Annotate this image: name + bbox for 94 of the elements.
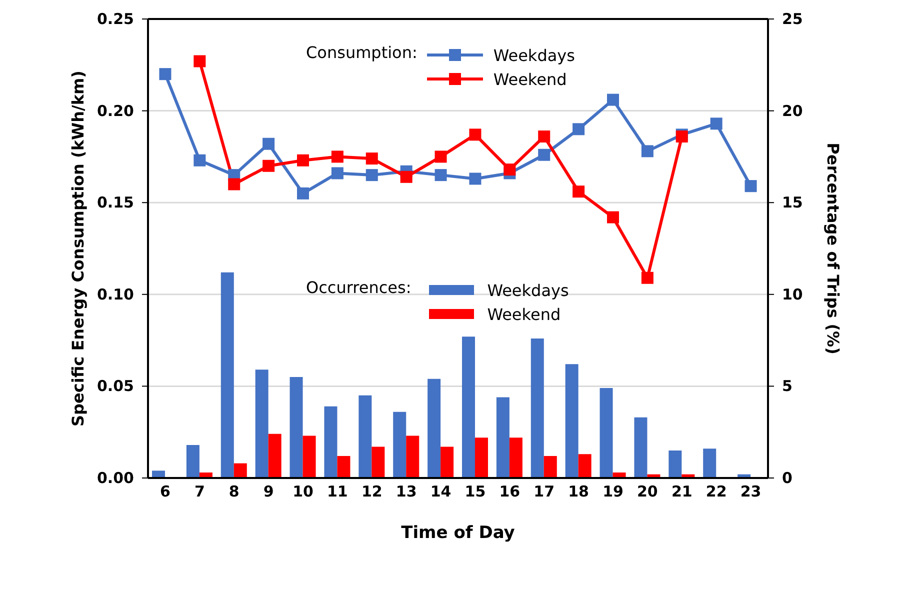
point [366,169,378,182]
legend-label: Weekdays [493,46,575,64]
bar [337,456,350,478]
y2-tick-label: 5 [782,377,792,396]
bar [255,370,268,478]
y2-tick-label: 15 [782,194,803,212]
point [297,154,309,166]
x-axis-title: Time of Day [401,523,515,543]
x-tick-label: 10 [292,482,314,501]
point [641,145,654,158]
bar [186,444,200,478]
bar [234,463,247,478]
bar [703,448,716,478]
x-tick-label: 15 [464,482,486,501]
bar [634,417,648,478]
annotation: Occurrences: [306,278,412,297]
x-tick-label: 13 [396,482,417,501]
bar [544,456,557,478]
x-tick-label: 20 [637,482,658,501]
point [641,272,654,284]
point [366,152,378,165]
point [744,180,757,192]
point [572,123,585,136]
legend-label: Weekdays [487,280,569,300]
y2-tick-label: 10 [782,285,803,304]
point [262,138,275,150]
x-tick-label: 7 [194,482,205,501]
x-tick-label: 8 [228,482,240,501]
y2-tick-label: 20 [782,102,803,120]
bar [578,454,592,478]
y-tick-label: 0.15 [96,194,134,212]
bar [324,406,338,478]
bar [496,397,510,478]
point [607,211,619,224]
bar [393,412,406,478]
y2-axis-title: Percentage of Trips (%) [823,142,842,354]
x-tick-label: 6 [160,482,170,501]
point [194,154,206,166]
bar [406,436,420,478]
point [710,118,722,130]
x-tick-label: 14 [430,482,452,501]
y2-tick-label: 25 [782,10,803,28]
point [469,128,482,141]
bar [428,378,441,478]
y2-tick-label: 0 [782,469,792,487]
x-tick-label: 11 [327,482,348,501]
y-tick-label: 0.05 [96,377,134,396]
bar [220,272,234,478]
bar [565,364,578,478]
point [538,148,550,161]
bar [372,446,385,478]
point [331,167,344,180]
bar [440,446,454,478]
legend-label: Weekend [493,70,567,88]
x-tick-label: 9 [263,482,274,501]
point [538,130,550,143]
y-tick-label: 0.25 [96,10,134,28]
bar [475,438,488,478]
bar [358,395,372,478]
point [434,150,447,163]
x-tick-label: 23 [740,482,762,501]
bar [668,450,682,478]
bar [302,436,316,478]
point [297,187,309,200]
legend-label: Weekend [487,304,561,324]
point [607,94,619,106]
x-tick-label: 21 [671,482,692,501]
x-tick-label: 19 [602,482,624,501]
bar [290,377,303,478]
annotation: Consumption: [306,43,418,62]
point [194,55,206,68]
x-tick-label: 12 [361,482,382,501]
bar [530,338,544,478]
bar [268,434,282,478]
y-tick-label: 0.20 [96,102,134,120]
point [400,170,412,183]
point [159,68,172,80]
y-tick-label: 0.10 [96,285,134,304]
y-axis-title: Specific Energy Consumption (kWh/km) [68,70,88,426]
point [331,150,344,163]
point [572,186,585,198]
x-tick-label: 17 [534,482,555,501]
bar [600,388,613,478]
x-tick-label: 16 [499,482,520,501]
x-tick-label: 22 [706,482,727,501]
point [434,169,447,182]
x-tick-label: 18 [568,482,589,501]
y-tick-label: 0.00 [96,469,134,487]
point [262,160,275,172]
point [228,178,240,190]
bar [462,336,475,478]
bar [509,438,522,478]
point [469,172,482,185]
point [504,164,516,176]
